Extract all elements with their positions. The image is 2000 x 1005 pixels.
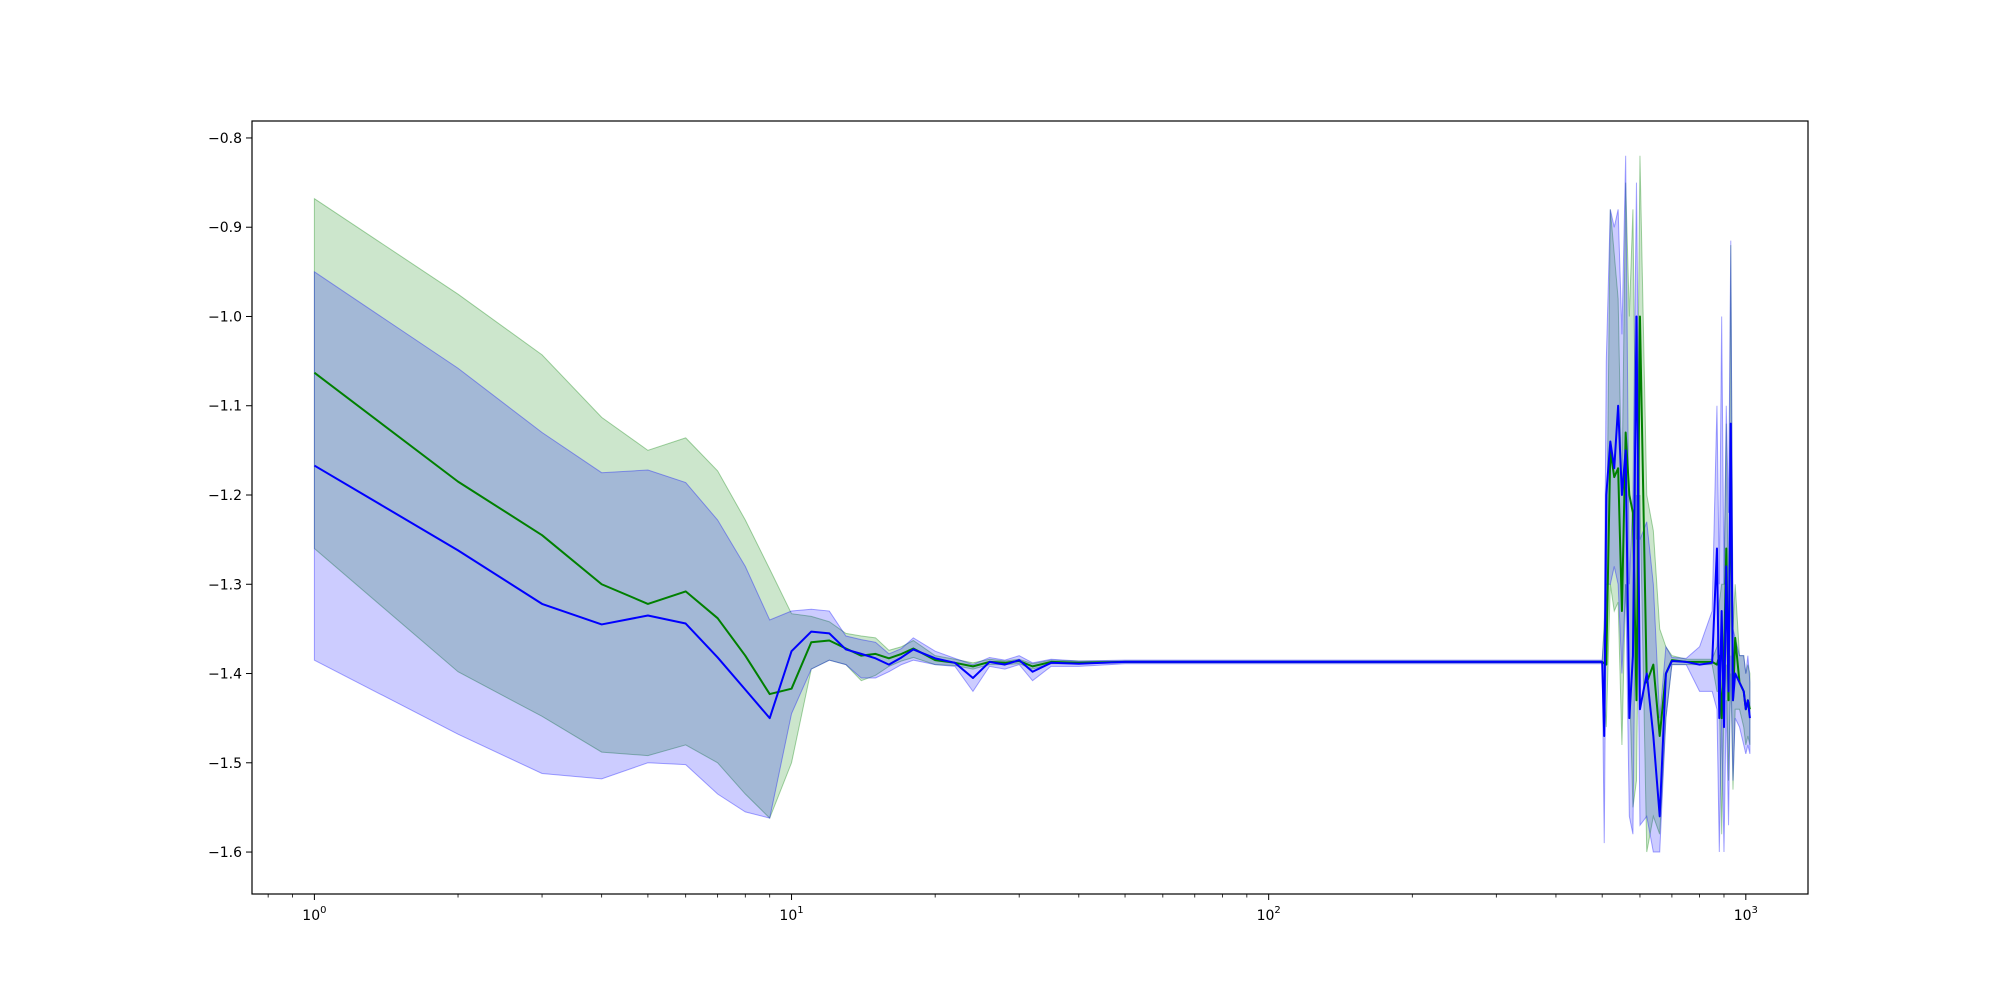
y-tick-label: −1.4 (208, 667, 242, 683)
confidence-band-0 (313, 155, 1751, 853)
y-tick-label: −1.2 (208, 488, 242, 504)
series-line-1 (313, 315, 1751, 818)
x-tick-label: 100 (302, 905, 326, 924)
x-tick-label: 101 (779, 905, 803, 924)
series-lines (313, 315, 1751, 818)
confidence-band-1 (313, 155, 1751, 853)
y-axis: −0.8 −0.9 −1.0 −1.1 −1.2 −1.3 −1.4 −1.5 −1.6 (208, 131, 252, 861)
y-tick-label: −1.1 (208, 399, 242, 415)
y-tick-label: −1.3 (208, 577, 242, 593)
x-axis: 100 101 102 103 (267, 894, 1758, 924)
x-tick-label: 102 (1257, 905, 1281, 924)
y-tick-label: −1.0 (208, 309, 242, 325)
y-tick-label: −1.5 (208, 756, 242, 772)
y-tick-label: −0.9 (208, 220, 242, 236)
plot-frame (251, 120, 1809, 895)
y-tick-label: −0.8 (208, 131, 242, 147)
confidence-bands (313, 155, 1751, 853)
x-tick-label: 103 (1734, 905, 1758, 924)
y-tick-label: −1.6 (208, 845, 242, 861)
